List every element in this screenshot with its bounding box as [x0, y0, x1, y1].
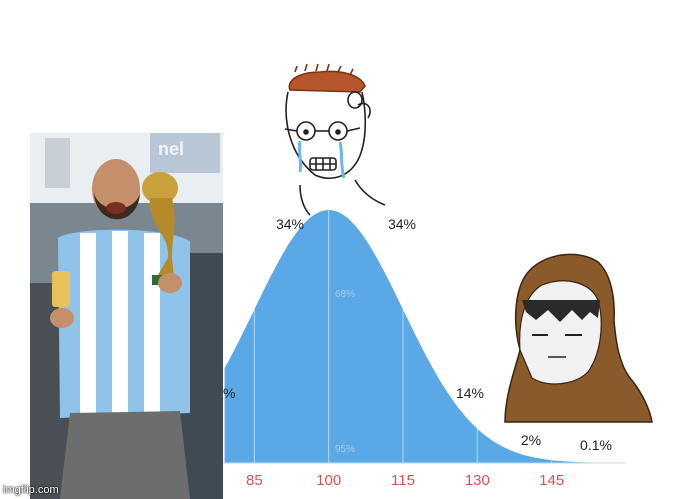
x-tick-145: 145	[539, 472, 564, 489]
x-tick-100: 100	[316, 472, 341, 489]
region-label-left-partial: %	[223, 385, 235, 401]
region-label-0-1: 0.1%	[580, 437, 612, 453]
svg-text:nel: nel	[158, 139, 184, 159]
imgflip-watermark: imgflip.com	[3, 484, 59, 496]
x-tick-85: 85	[246, 472, 263, 489]
x-tick-130: 130	[465, 472, 490, 489]
x-tick-115: 115	[391, 472, 415, 489]
fan-with-trophy-photo: nel	[30, 133, 223, 499]
region-label-right-34: 34%	[388, 216, 416, 232]
region-label-left-34: 34%	[276, 216, 304, 232]
hooded-figure-drawing	[504, 253, 653, 423]
region-label-2: 2%	[521, 432, 541, 448]
crying-wojak-drawing	[284, 63, 386, 216]
band-label-68: 68%	[335, 289, 355, 300]
band-label-95: 95%	[335, 444, 355, 455]
region-label-14: 14%	[456, 385, 484, 401]
curve-area	[224, 210, 626, 463]
